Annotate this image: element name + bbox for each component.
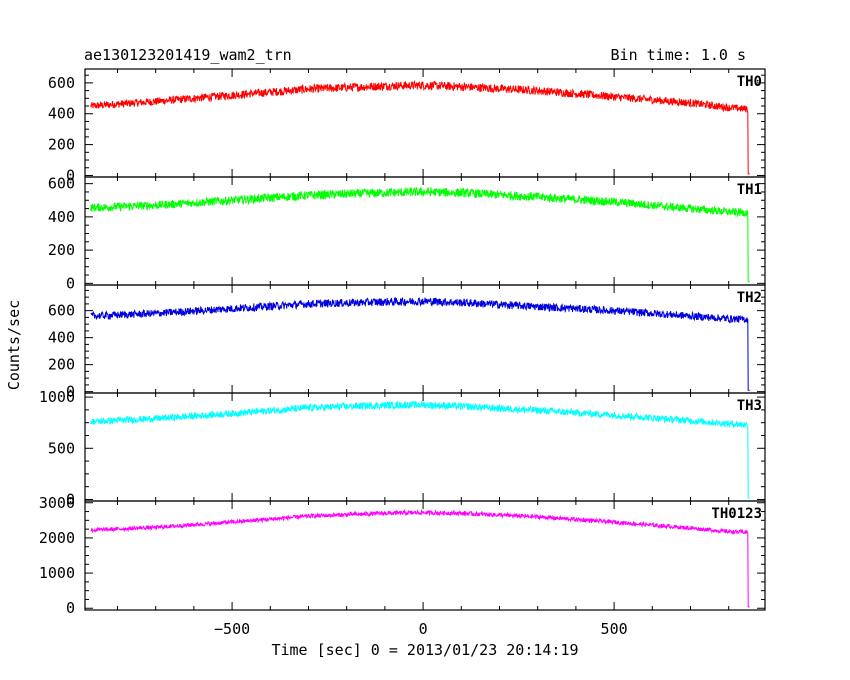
x-tick-label: 500 [601,620,628,638]
y-tick-label: 400 [48,208,75,226]
panel-label-th3: TH3 [737,398,762,414]
panel-frame [84,392,766,502]
y-tick-label: 200 [48,136,75,154]
panel-th0: 0 200 400 600 TH0 [48,68,766,184]
y-tick-label: 400 [48,329,75,347]
y-tick-label: 0 [66,166,75,184]
y-tick-label: 1000 [39,564,75,582]
panel-label-th2: TH2 [737,290,762,306]
series-line-th1 [90,186,750,283]
y-tick-label: 400 [48,105,75,123]
x-tick-label: −500 [214,620,250,638]
x-axis-label: Time [sec] 0 = 2013/01/23 20:14:19 [271,641,578,659]
y-tick-label: 0 [66,490,75,508]
panel-frame [84,68,766,178]
y-tick-label: 0 [66,274,75,292]
bin-time-label: Bin time: 1.0 s [611,46,746,64]
panel-th3: 0 500 1000 TH3 [39,388,766,508]
panel-th2: 0 200 400 600 TH2 [48,284,766,401]
panel-label-th1: TH1 [737,182,762,198]
y-tick-label: 500 [48,439,75,457]
panel-th0123: 0 1000 2000 3000 TH0123 [39,494,766,617]
series-line-th3 [90,399,750,499]
y-tick-label: 0 [66,599,75,617]
series-line-th2 [90,296,750,391]
panel-label-th0: TH0 [737,74,762,90]
panel-th1: 0 200 400 600 TH1 [48,175,766,292]
chart-title: ae130123201419_wam2_trn [84,46,292,64]
y-tick-label: 200 [48,241,75,259]
x-tick-label: 0 [419,620,428,638]
y-tick-label: 200 [48,356,75,374]
y-tick-label: 600 [48,175,75,193]
panel-frame [84,500,766,611]
y-axis-label: Counts/sec [5,300,23,390]
y-tick-label: 2000 [39,529,75,547]
panel-label-th0123: TH0123 [711,506,762,522]
y-tick-label: 3000 [39,494,75,512]
y-tick-label: 0 [66,383,75,401]
y-tick-label: 600 [48,302,75,320]
y-tick-label: 600 [48,74,75,92]
series-line-th0 [90,79,750,175]
y-tick-label: 1000 [39,388,75,406]
series-line-th0123 [90,508,750,608]
x-tick-labels: −500 0 500 [214,620,628,638]
